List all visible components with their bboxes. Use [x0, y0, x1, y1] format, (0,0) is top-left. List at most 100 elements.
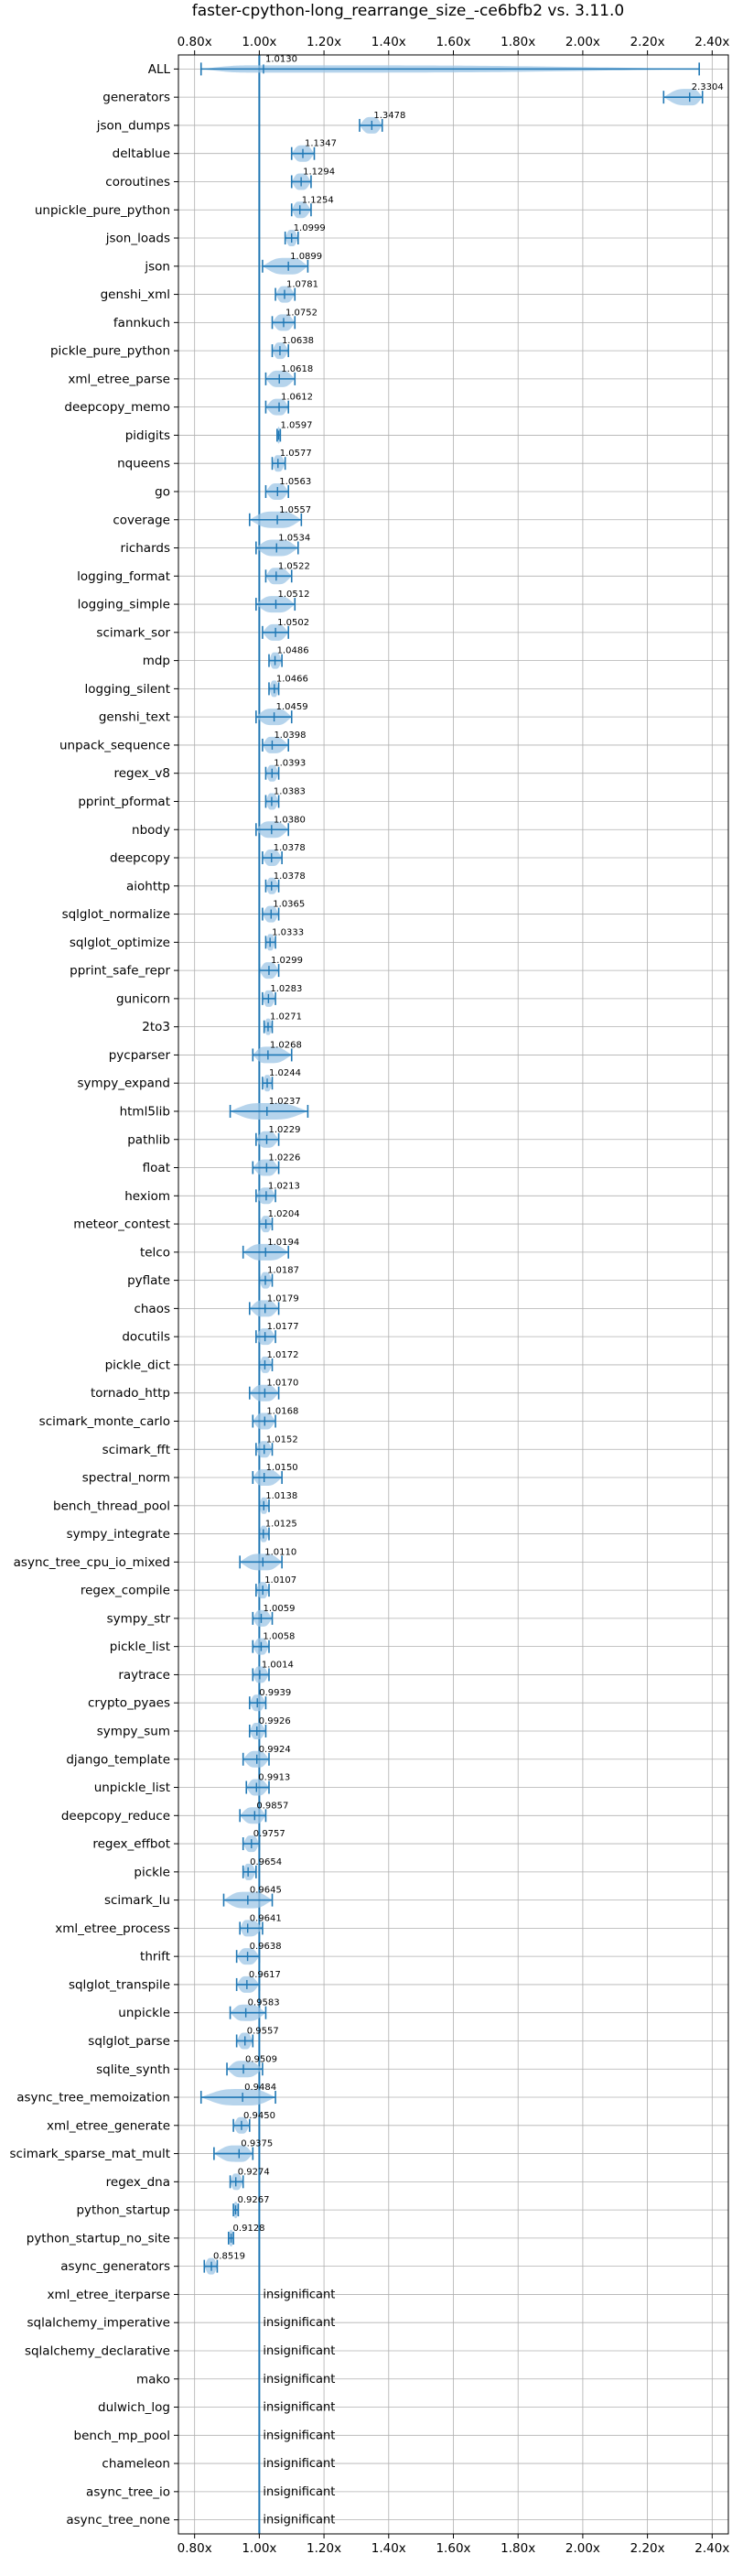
y-tick-label: xml_etree_parse [68, 372, 170, 386]
value-label: 1.0512 [277, 590, 309, 600]
y-tick-label: deepcopy_memo [64, 400, 170, 415]
x-tick-label-bottom: 1.60x [436, 2541, 470, 2556]
y-tick-label: crypto_pyaes [88, 1696, 170, 1711]
y-tick-label: genshi_text [99, 710, 170, 725]
value-label: 1.0383 [274, 786, 306, 796]
x-tick-label-top: 1.00x [242, 35, 276, 49]
value-label: 1.1294 [303, 167, 335, 177]
y-tick-label: chaos [134, 1302, 170, 1316]
x-tick-label-bottom: 0.80x [178, 2541, 212, 2556]
value-label: 0.8519 [213, 2252, 245, 2262]
value-label: 1.0577 [280, 449, 312, 459]
y-tick-label: raytrace [118, 1668, 170, 1683]
value-label: 0.9913 [258, 1773, 290, 1783]
y-tick-label: deepcopy [110, 851, 170, 866]
x-tick-label-top: 1.20x [307, 35, 341, 49]
y-tick-label: nbody [132, 823, 170, 838]
y-tick-label: float [143, 1161, 170, 1175]
value-label: 0.9638 [250, 1942, 282, 1952]
y-tick-label: spectral_norm [82, 1471, 170, 1486]
x-tick-label-top: 2.00x [565, 35, 600, 49]
x-tick-label-bottom: 2.00x [565, 2541, 600, 2556]
y-tick-label: mdp [143, 654, 170, 668]
value-label: 1.0237 [269, 1097, 301, 1107]
value-label: 1.1254 [302, 195, 334, 205]
value-label: 0.9583 [248, 1998, 280, 2008]
value-label: 0.9274 [238, 2167, 270, 2177]
y-tick-label: unpickle_pure_python [35, 203, 170, 218]
value-label: 1.0179 [267, 1293, 299, 1304]
y-tick-label: logging_silent [85, 682, 170, 697]
value-label: 1.0150 [266, 1463, 298, 1473]
value-label: 0.9645 [250, 1886, 282, 1896]
value-label: 1.0557 [279, 505, 311, 515]
y-tick-label: nqueens [117, 457, 170, 471]
y-tick-label: thrift [140, 1950, 170, 1964]
grid-layer [178, 55, 728, 2534]
value-label: 1.0502 [277, 618, 309, 628]
insignificant-label: insignificant [263, 2288, 335, 2301]
y-tick-label: ALL [148, 62, 171, 77]
value-label: 1.0365 [273, 900, 305, 910]
value-label: 1.0177 [267, 1322, 299, 1332]
y-tick-label: sqlalchemy_declarative [25, 2343, 170, 2358]
value-label: 1.0563 [279, 477, 311, 487]
value-label: 1.0466 [276, 674, 308, 684]
value-label: 1.0380 [274, 815, 306, 825]
value-label: 1.0058 [263, 1632, 295, 1642]
value-label: 1.0378 [274, 871, 306, 882]
value-label: 0.9557 [247, 2026, 279, 2036]
value-label: 0.9641 [250, 1913, 282, 1923]
value-label: 1.0398 [274, 731, 306, 741]
value-label: 1.0597 [280, 420, 312, 430]
value-label: 0.9450 [243, 2111, 275, 2121]
y-tick-label: unpack_sequence [59, 738, 170, 752]
y-tick-label: unpickle_list [94, 1780, 170, 1795]
value-label: 1.0333 [272, 927, 304, 937]
value-label: 1.3478 [373, 111, 405, 121]
value-label: 1.0187 [267, 1266, 299, 1276]
y-tick-label: python_startup [76, 2203, 170, 2218]
value-label: 1.0268 [270, 1040, 302, 1050]
y-tick-label: html5lib [120, 1104, 170, 1119]
y-tick-label: pickle_pure_python [50, 344, 170, 359]
insignificant-label: insignificant [263, 2429, 335, 2442]
value-label: 0.9375 [241, 2139, 273, 2149]
insignificant-label: insignificant [263, 2316, 335, 2330]
value-label: 1.0283 [270, 984, 302, 994]
insignificant-label: insignificant [263, 2373, 335, 2387]
y-tick-label: unpickle [118, 2006, 170, 2020]
y-tick-label: regex_effbot [92, 1837, 170, 1852]
x-tick-label-bottom: 1.00x [242, 2541, 276, 2556]
y-tick-label: mako [136, 2372, 170, 2387]
x-tick-label-bottom: 1.80x [501, 2541, 535, 2556]
value-label: 1.0213 [268, 1181, 300, 1191]
y-tick-label: logging_simple [78, 598, 170, 612]
y-tick-label: bench_mp_pool [74, 2429, 170, 2443]
value-label: 1.0271 [270, 1012, 302, 1023]
value-label: 1.0059 [263, 1604, 295, 1614]
value-label: 0.9484 [244, 2083, 276, 2093]
value-label: 1.1347 [305, 139, 337, 149]
value-label: 1.0194 [267, 1238, 299, 1248]
value-label: 0.9509 [245, 2054, 277, 2064]
value-label: 0.9617 [249, 1970, 281, 1980]
value-label: 0.9926 [259, 1716, 291, 1726]
y-tick-label: deltablue [113, 146, 170, 161]
y-tick-label: sqlglot_optimize [70, 936, 170, 950]
value-label: 1.0781 [286, 280, 318, 290]
y-tick-label: chameleon [102, 2457, 170, 2472]
y-tick-label: regex_v8 [113, 766, 170, 781]
y-tick-label: async_tree_io [86, 2484, 170, 2499]
value-label: 1.0618 [281, 364, 313, 374]
y-tick-label: sqlglot_parse [88, 2034, 170, 2049]
y-tick-label: pyflate [127, 1273, 170, 1288]
y-tick-label: scimark_lu [104, 1893, 170, 1908]
value-label: 0.9128 [233, 2224, 265, 2234]
y-tick-label: sympy_integrate [67, 1527, 170, 1542]
y-tick-label: xml_etree_iterparse [48, 2288, 171, 2302]
value-label: 0.9857 [256, 1801, 288, 1811]
value-label: 1.0168 [266, 1406, 298, 1416]
